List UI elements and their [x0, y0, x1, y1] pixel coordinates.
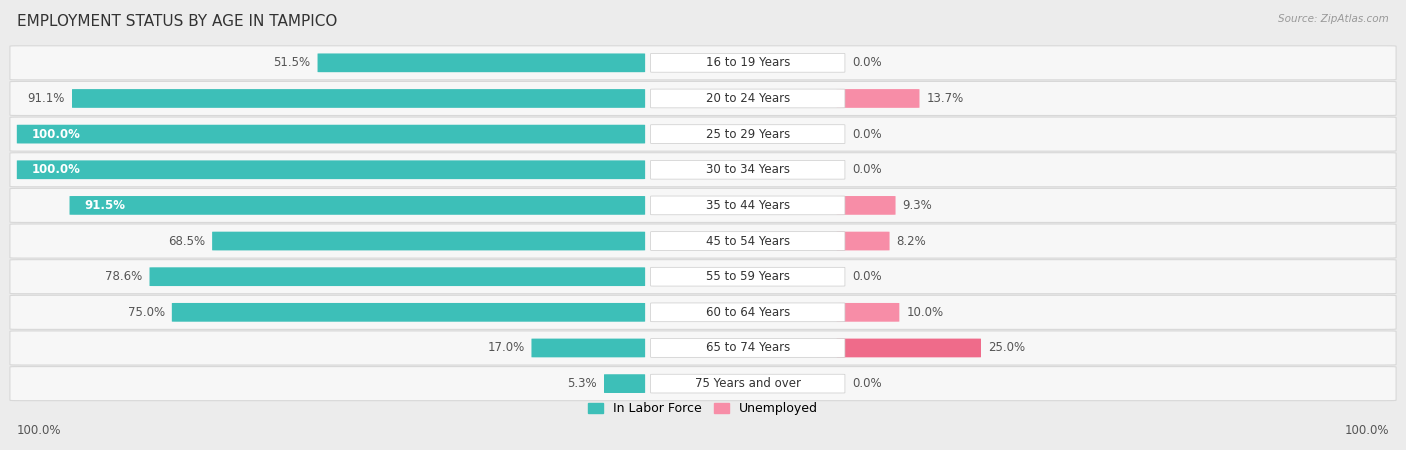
FancyBboxPatch shape — [651, 160, 845, 179]
Text: 35 to 44 Years: 35 to 44 Years — [706, 199, 790, 212]
Text: 51.5%: 51.5% — [274, 56, 311, 69]
FancyBboxPatch shape — [651, 54, 845, 72]
Text: 100.0%: 100.0% — [17, 423, 62, 436]
Legend: In Labor Force, Unemployed: In Labor Force, Unemployed — [583, 397, 823, 420]
FancyBboxPatch shape — [10, 46, 1396, 80]
Text: 78.6%: 78.6% — [105, 270, 142, 283]
FancyBboxPatch shape — [10, 367, 1396, 400]
Text: 100.0%: 100.0% — [1344, 423, 1389, 436]
Text: 75 Years and over: 75 Years and over — [695, 377, 801, 390]
Text: 45 to 54 Years: 45 to 54 Years — [706, 234, 790, 248]
Text: 0.0%: 0.0% — [852, 128, 882, 140]
Text: 75.0%: 75.0% — [128, 306, 165, 319]
Text: 25 to 29 Years: 25 to 29 Years — [706, 128, 790, 140]
FancyBboxPatch shape — [10, 260, 1396, 294]
FancyBboxPatch shape — [651, 232, 845, 250]
Text: 8.2%: 8.2% — [897, 234, 927, 248]
Text: 9.3%: 9.3% — [903, 199, 932, 212]
FancyBboxPatch shape — [10, 295, 1396, 329]
FancyBboxPatch shape — [837, 196, 896, 215]
Text: 5.3%: 5.3% — [568, 377, 598, 390]
FancyBboxPatch shape — [605, 374, 645, 393]
FancyBboxPatch shape — [837, 89, 920, 108]
FancyBboxPatch shape — [172, 303, 645, 322]
Text: 0.0%: 0.0% — [852, 56, 882, 69]
FancyBboxPatch shape — [69, 196, 645, 215]
FancyBboxPatch shape — [651, 303, 845, 322]
Text: 100.0%: 100.0% — [32, 163, 82, 176]
Text: Source: ZipAtlas.com: Source: ZipAtlas.com — [1278, 14, 1389, 23]
FancyBboxPatch shape — [651, 89, 845, 108]
FancyBboxPatch shape — [837, 303, 900, 322]
FancyBboxPatch shape — [837, 232, 890, 250]
FancyBboxPatch shape — [17, 160, 645, 179]
FancyBboxPatch shape — [651, 374, 845, 393]
FancyBboxPatch shape — [837, 338, 981, 357]
Text: 100.0%: 100.0% — [32, 128, 82, 140]
Text: 0.0%: 0.0% — [852, 377, 882, 390]
FancyBboxPatch shape — [10, 224, 1396, 258]
FancyBboxPatch shape — [651, 196, 845, 215]
Text: 55 to 59 Years: 55 to 59 Years — [706, 270, 790, 283]
FancyBboxPatch shape — [651, 125, 845, 144]
Text: 10.0%: 10.0% — [907, 306, 943, 319]
Text: 20 to 24 Years: 20 to 24 Years — [706, 92, 790, 105]
FancyBboxPatch shape — [10, 153, 1396, 187]
FancyBboxPatch shape — [10, 117, 1396, 151]
Text: 91.1%: 91.1% — [28, 92, 65, 105]
FancyBboxPatch shape — [212, 232, 645, 250]
FancyBboxPatch shape — [17, 125, 645, 144]
FancyBboxPatch shape — [318, 54, 645, 72]
FancyBboxPatch shape — [10, 81, 1396, 116]
FancyBboxPatch shape — [531, 338, 645, 357]
FancyBboxPatch shape — [72, 89, 645, 108]
Text: 25.0%: 25.0% — [988, 342, 1025, 355]
Text: 0.0%: 0.0% — [852, 163, 882, 176]
Text: EMPLOYMENT STATUS BY AGE IN TAMPICO: EMPLOYMENT STATUS BY AGE IN TAMPICO — [17, 14, 337, 28]
Text: 30 to 34 Years: 30 to 34 Years — [706, 163, 790, 176]
FancyBboxPatch shape — [10, 189, 1396, 222]
Text: 17.0%: 17.0% — [488, 342, 524, 355]
Text: 16 to 19 Years: 16 to 19 Years — [706, 56, 790, 69]
Text: 65 to 74 Years: 65 to 74 Years — [706, 342, 790, 355]
FancyBboxPatch shape — [651, 267, 845, 286]
Text: 60 to 64 Years: 60 to 64 Years — [706, 306, 790, 319]
FancyBboxPatch shape — [10, 331, 1396, 365]
Text: 0.0%: 0.0% — [852, 270, 882, 283]
Text: 68.5%: 68.5% — [169, 234, 205, 248]
Text: 91.5%: 91.5% — [84, 199, 125, 212]
FancyBboxPatch shape — [149, 267, 645, 286]
Text: 13.7%: 13.7% — [927, 92, 963, 105]
FancyBboxPatch shape — [651, 338, 845, 357]
